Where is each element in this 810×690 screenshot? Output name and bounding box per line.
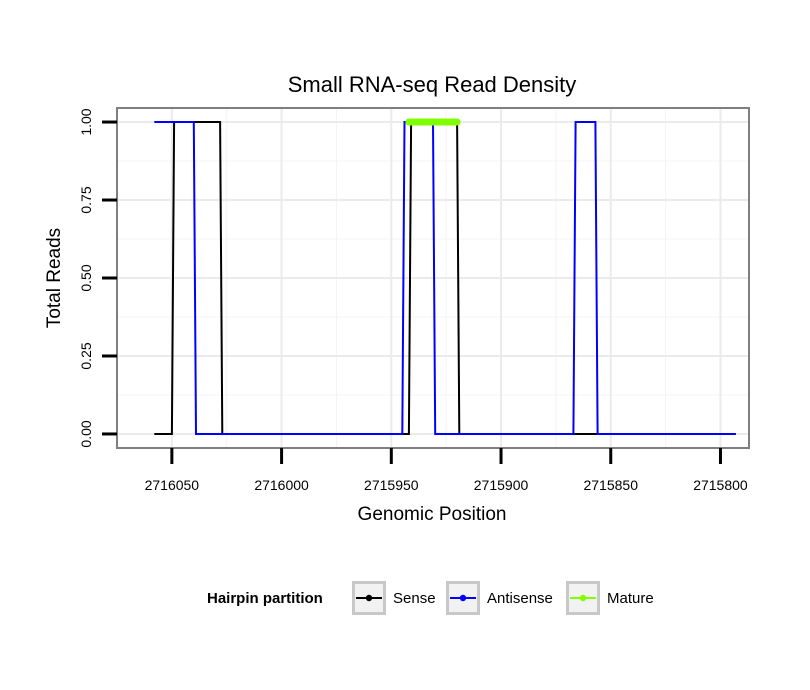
- y-tick-label: 0.50: [78, 264, 94, 291]
- x-axis-title: Genomic Position: [358, 504, 507, 525]
- x-tick-label: 2715850: [583, 477, 638, 493]
- x-tick-label: 2715900: [474, 477, 529, 493]
- legend-item-mature: Mature: [566, 581, 654, 615]
- series-line-antisense: [154, 121, 736, 435]
- y-tick-label: 0.00: [78, 420, 94, 447]
- y-axis-title: Total Reads: [44, 228, 65, 328]
- legend-title: Hairpin partition: [207, 590, 323, 607]
- legend-item-sense: Sense: [352, 581, 436, 615]
- legend-label: Mature: [607, 590, 654, 607]
- y-tick-label: 0.25: [78, 342, 94, 369]
- x-tick-label: 2715950: [364, 477, 419, 493]
- x-tick-label: 2716050: [145, 477, 200, 493]
- x-tick-label: 2715800: [693, 477, 748, 493]
- chart-title: Small RNA-seq Read Density: [288, 72, 577, 97]
- legend-item-antisense: Antisense: [446, 581, 553, 615]
- x-axis: 2716050 2716000 2715950 2715900 2715850 27158…: [145, 448, 748, 493]
- legend-key-point: [579, 594, 587, 602]
- y-tick-label: 0.75: [78, 186, 94, 213]
- y-axis: 0.00 0.25 0.50 0.75 1.00: [78, 108, 117, 448]
- x-tick-label: 2716000: [254, 477, 309, 493]
- y-tick-label: 1.00: [78, 108, 94, 135]
- legend: Hairpin partition Sense Antisense Mature: [207, 581, 654, 615]
- legend-key-point: [459, 594, 467, 602]
- series-layer: [154, 118, 736, 435]
- legend-key-point: [365, 594, 373, 602]
- legend-label: Antisense: [487, 590, 553, 607]
- legend-label: Sense: [393, 590, 436, 607]
